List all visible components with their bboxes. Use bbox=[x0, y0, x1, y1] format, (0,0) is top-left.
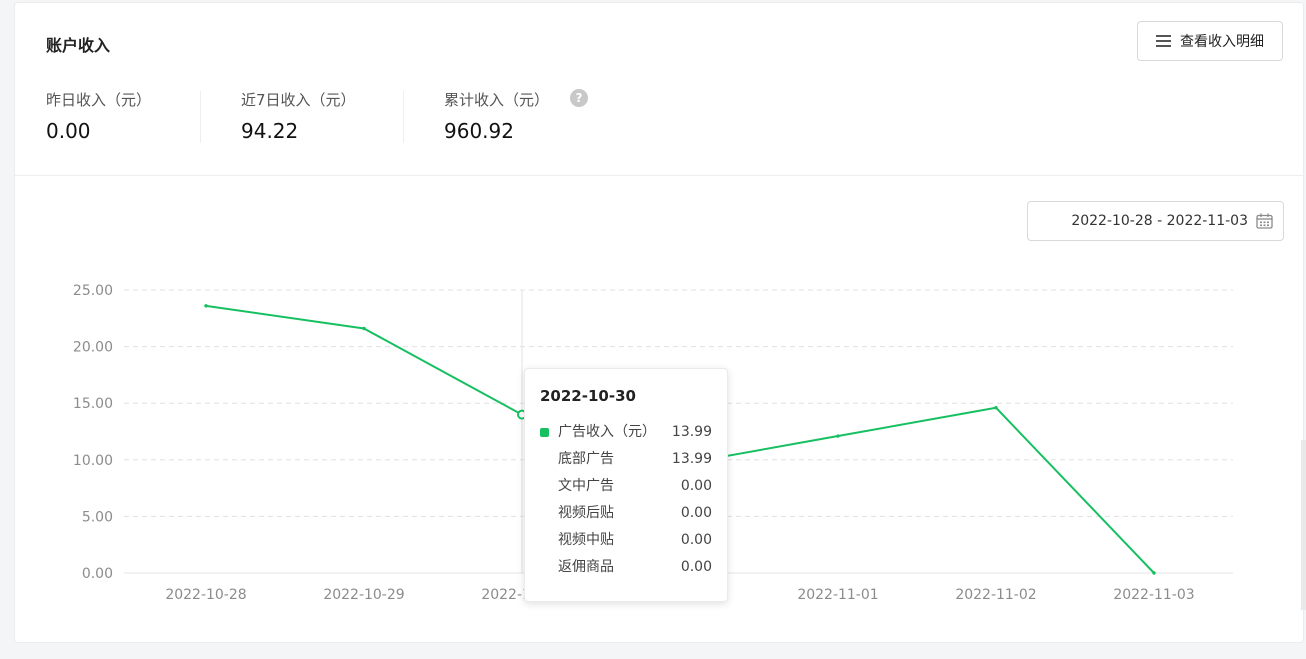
tooltip-row: 视频后贴 0.00 bbox=[540, 500, 712, 527]
tooltip-row: 文中广告 0.00 bbox=[540, 473, 712, 500]
y-tick-label: 0.00 bbox=[82, 566, 113, 582]
tooltip-row: 广告收入（元） 13.99 bbox=[540, 419, 712, 446]
tooltip-row-label: 视频后贴 bbox=[558, 505, 614, 521]
menu-icon bbox=[1156, 35, 1171, 47]
stat-divider bbox=[200, 91, 201, 143]
stat-value: 0.00 bbox=[46, 119, 91, 143]
stat-cumulative: 累计收入（元） 960.92 bbox=[444, 89, 549, 143]
x-tick-label: 2022-10-28 bbox=[165, 587, 246, 603]
data-point bbox=[994, 406, 998, 410]
y-tick-label: 25.00 bbox=[73, 283, 113, 299]
stat-value: 960.92 bbox=[444, 119, 514, 143]
view-income-detail-button[interactable]: 查看收入明细 bbox=[1137, 21, 1283, 61]
tooltip-row-value: 0.00 bbox=[680, 559, 712, 575]
date-range-text: 2022-10-28 - 2022-11-03 bbox=[1071, 213, 1248, 229]
view-income-detail-label: 查看收入明细 bbox=[1180, 34, 1264, 50]
x-tick-label: 2022-10-29 bbox=[323, 587, 404, 603]
chart-tooltip: 2022-10-30 广告收入（元） 13.99 底部广告 13.99 文中广告 0.00… bbox=[524, 368, 728, 602]
section-divider bbox=[15, 175, 1303, 176]
tooltip-row-value: 0.00 bbox=[680, 505, 712, 521]
x-tick-label: 2022-11-01 bbox=[797, 587, 878, 603]
data-point bbox=[204, 304, 208, 308]
tooltip-row: 视频中贴 0.00 bbox=[540, 527, 712, 554]
date-range-picker[interactable]: 2022-10-28 - 2022-11-03 bbox=[1027, 201, 1284, 241]
stat-label: 昨日收入（元） bbox=[46, 91, 152, 109]
tooltip-row-label: 视频中贴 bbox=[558, 532, 614, 548]
tooltip-row-value: 13.99 bbox=[671, 424, 712, 440]
tooltip-row-label: 底部广告 bbox=[558, 451, 614, 467]
stat-label: 累计收入（元） bbox=[444, 91, 550, 109]
tooltip-row-label: 广告收入（元） bbox=[558, 424, 656, 440]
tooltip-row-label: 文中广告 bbox=[558, 478, 614, 494]
y-tick-label: 5.00 bbox=[82, 509, 113, 525]
stat-value: 94.22 bbox=[241, 119, 299, 143]
data-point bbox=[836, 434, 840, 438]
scrollbar[interactable] bbox=[1301, 440, 1306, 610]
y-tick-label: 10.00 bbox=[73, 453, 113, 469]
x-tick-label: 2022-11-03 bbox=[1113, 587, 1194, 603]
data-point bbox=[362, 326, 366, 331]
tooltip-row: 底部广告 13.99 bbox=[540, 446, 712, 473]
calendar-icon bbox=[1256, 213, 1273, 229]
help-icon[interactable]: ? bbox=[570, 89, 588, 107]
tooltip-row-value: 13.99 bbox=[671, 451, 712, 467]
x-tick-label: 2022-11-02 bbox=[955, 587, 1036, 603]
card-title: 账户收入 bbox=[46, 36, 111, 55]
tooltip-row-value: 0.00 bbox=[680, 532, 712, 548]
y-tick-label: 20.00 bbox=[73, 340, 113, 356]
y-tick-label: 15.00 bbox=[73, 396, 113, 412]
tooltip-row-label: 返佣商品 bbox=[558, 559, 614, 575]
tooltip-row-value: 0.00 bbox=[680, 478, 712, 494]
series-marker bbox=[540, 428, 549, 437]
tooltip-date: 2022-10-30 bbox=[540, 387, 636, 405]
stat-last-7-days: 近7日收入（元） 94.22 bbox=[241, 89, 356, 143]
stat-yesterday: 昨日收入（元） 0.00 bbox=[46, 89, 151, 143]
stat-label: 近7日收入（元） bbox=[241, 91, 356, 109]
stat-divider bbox=[403, 91, 404, 143]
tooltip-row: 返佣商品 0.00 bbox=[540, 554, 712, 581]
data-point bbox=[1152, 571, 1156, 575]
